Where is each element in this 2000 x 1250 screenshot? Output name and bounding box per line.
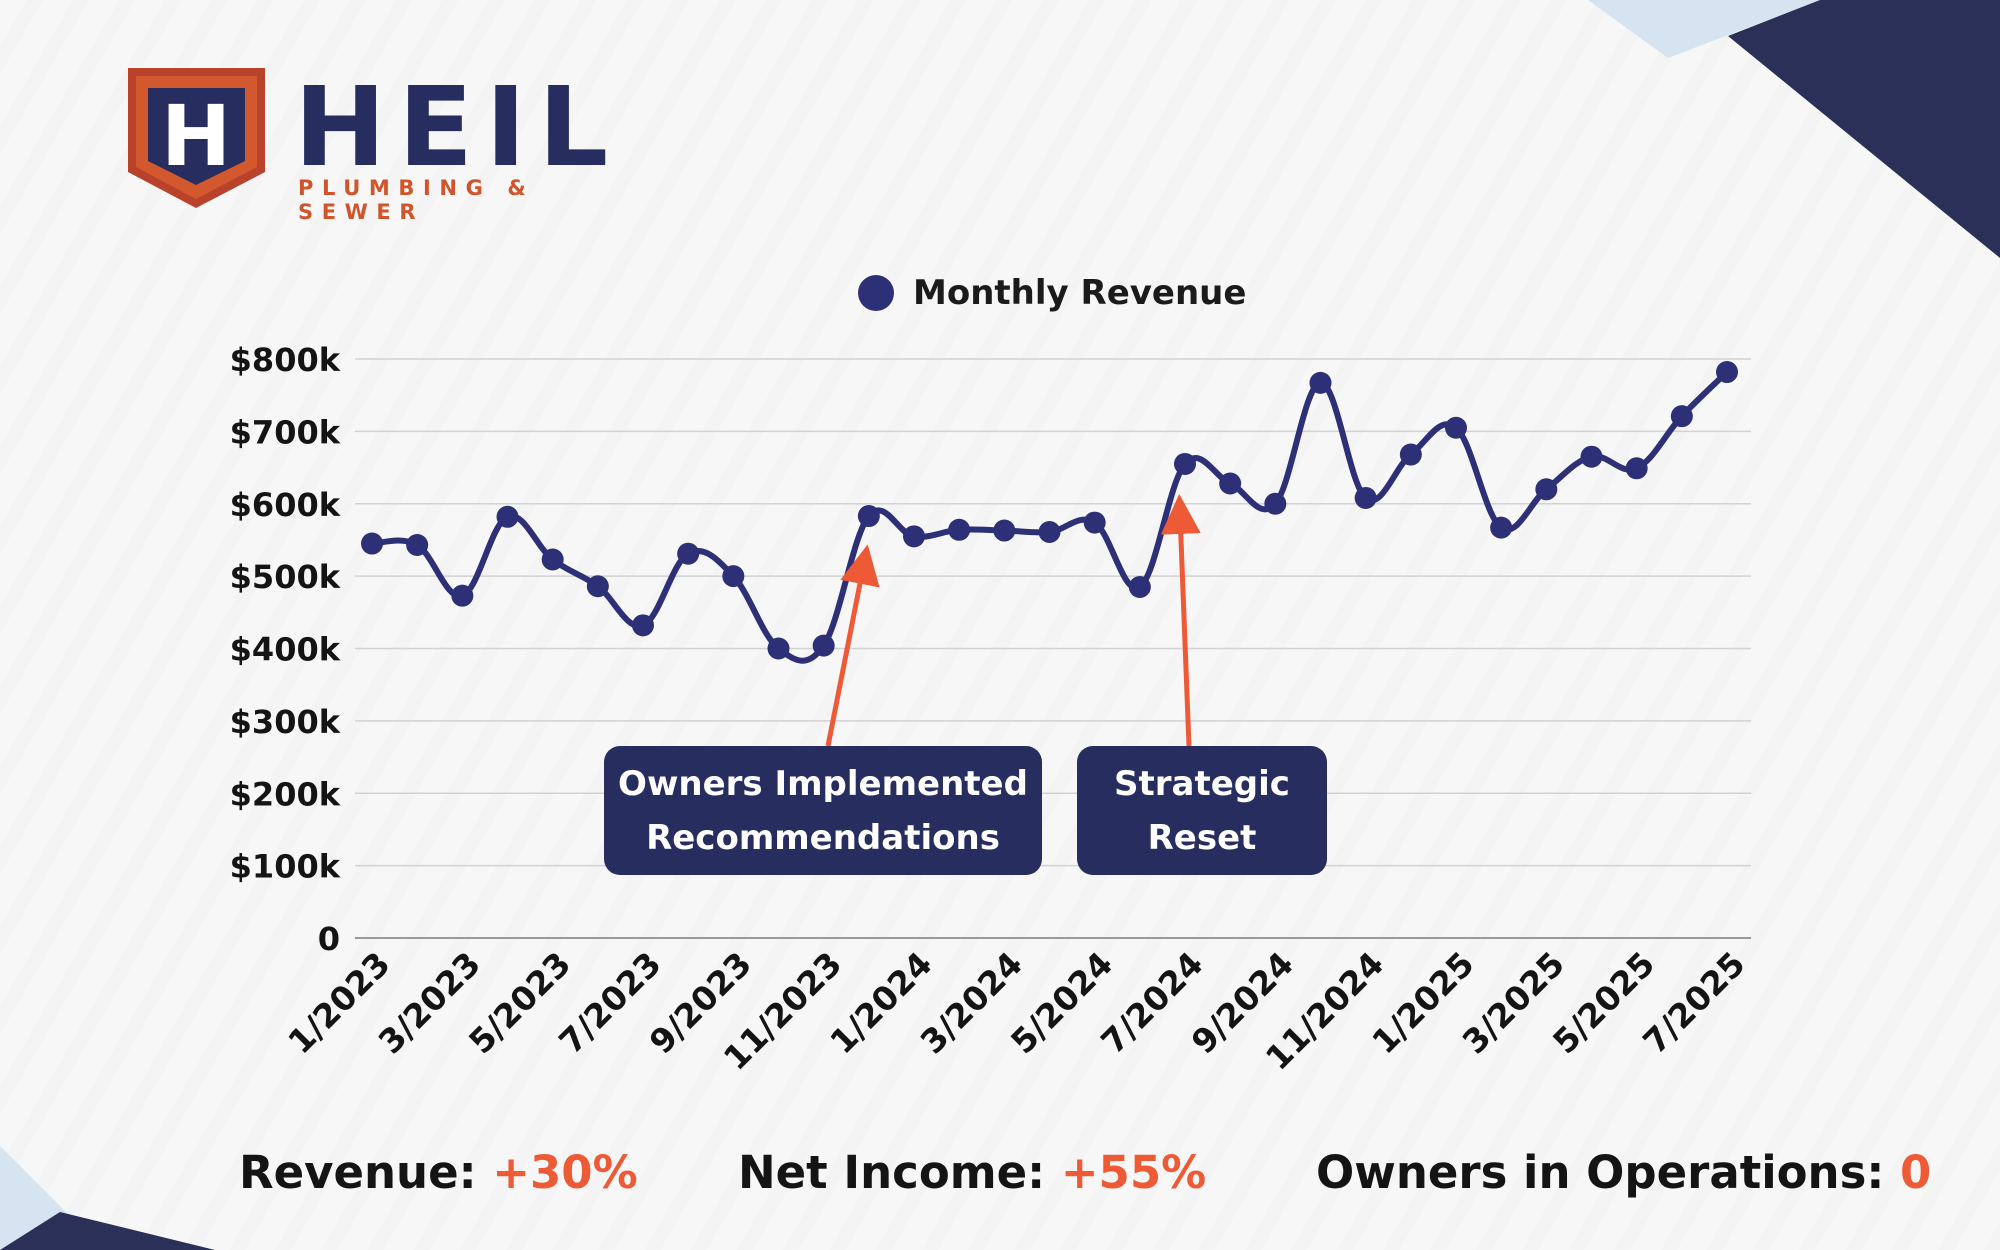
y-tick-label: $100k <box>230 848 341 886</box>
shield-icon: H <box>128 68 265 208</box>
bottom-left-navy-triangle <box>0 1212 215 1250</box>
data-point <box>1716 361 1738 384</box>
stat-owners-label: Owners in Operations: <box>1316 1146 1901 1199</box>
data-point <box>1399 443 1422 466</box>
data-point <box>903 525 925 548</box>
stat-revenue-value: +30% <box>492 1146 638 1199</box>
stat-revenue: Revenue: +30% <box>239 1146 638 1199</box>
y-tick-label: $700k <box>230 413 341 451</box>
data-point <box>1535 478 1558 501</box>
logo-letter: H <box>161 87 231 185</box>
data-point <box>1128 575 1151 598</box>
callout-owners-implemented-text: Owners Implemented Recommendations <box>618 763 1028 858</box>
data-point <box>1309 371 1332 394</box>
data-point <box>1174 452 1196 475</box>
brand-tagline: PLUMBING & SEWER <box>298 176 535 224</box>
data-point <box>1580 445 1603 468</box>
data-point <box>767 637 790 660</box>
legend-label: Monthly Revenue <box>913 273 1247 313</box>
data-point <box>496 505 519 528</box>
data-point <box>677 542 700 565</box>
chart-legend: Monthly Revenue <box>858 268 1246 318</box>
data-point <box>1038 520 1061 543</box>
data-point <box>541 548 564 571</box>
data-point <box>993 519 1016 542</box>
brand-name: HEIL <box>294 63 621 191</box>
data-point <box>361 532 383 555</box>
y-tick-label: $800k <box>230 341 341 379</box>
data-point <box>1083 511 1106 534</box>
y-tick-label: $300k <box>230 703 341 741</box>
data-point <box>722 565 745 588</box>
data-point <box>1445 416 1467 439</box>
brand-logo: H HEIL PLUMBING & SEWER <box>124 62 664 224</box>
data-point <box>812 634 835 657</box>
stat-owners-value: 0 <box>1900 1146 1932 1199</box>
y-tick-label: $200k <box>230 775 341 813</box>
callout-strategic-reset: Strategic Reset <box>1077 746 1327 875</box>
top-right-navy-triangle <box>1728 0 2000 258</box>
data-point <box>451 584 474 607</box>
top-right-light-triangle <box>1588 0 1820 58</box>
data-point <box>948 518 971 541</box>
stat-owners-in-operations: Owners in Operations: 0 <box>1316 1146 1931 1199</box>
data-point <box>1625 457 1648 480</box>
data-point <box>857 505 880 528</box>
x-tick-label: 7/2025 <box>1635 944 1752 1061</box>
annotation-arrow <box>1160 493 1201 747</box>
data-point <box>1490 516 1513 539</box>
data-point <box>1354 486 1377 509</box>
series-line-monthly-revenue <box>369 369 1730 664</box>
data-point <box>632 614 654 637</box>
stat-net-income: Net Income: +55% <box>738 1146 1206 1199</box>
y-tick-label: $500k <box>230 558 341 596</box>
annotation-arrow <box>825 544 880 747</box>
legend-marker <box>858 275 894 311</box>
stat-revenue-label: Revenue: <box>239 1146 493 1199</box>
data-point <box>1219 472 1242 495</box>
y-tick-label: 0 <box>318 920 340 958</box>
y-tick-label: $600k <box>230 486 341 524</box>
bottom-left-light-triangle <box>0 1146 68 1250</box>
callout-strategic-reset-text: Strategic Reset <box>1114 763 1290 858</box>
data-point <box>586 575 609 598</box>
data-point <box>406 534 429 557</box>
stat-net-income-value: +55% <box>1060 1146 1207 1199</box>
data-point <box>1670 405 1693 428</box>
data-point <box>1264 492 1287 515</box>
y-tick-label: $400k <box>230 631 341 669</box>
callout-owners-implemented: Owners Implemented Recommendations <box>604 746 1042 875</box>
stat-net-income-label: Net Income: <box>738 1146 1061 1199</box>
